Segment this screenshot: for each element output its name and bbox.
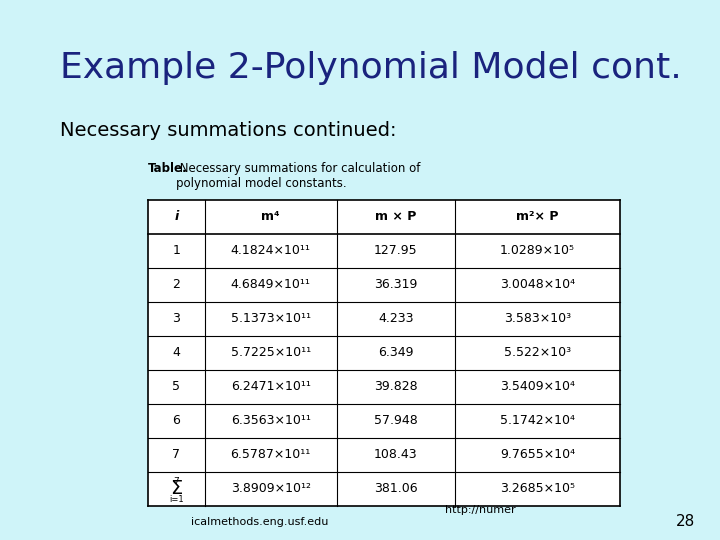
Text: Necessary summations for calculation of
polynomial model constants.: Necessary summations for calculation of … [176, 162, 420, 190]
Text: 6.2471×10¹¹: 6.2471×10¹¹ [231, 381, 310, 394]
Text: Σ: Σ [170, 480, 182, 498]
Text: 6.5787×10¹¹: 6.5787×10¹¹ [230, 449, 311, 462]
Text: 3.2685×10⁵: 3.2685×10⁵ [500, 483, 575, 496]
Text: 4.1824×10¹¹: 4.1824×10¹¹ [231, 245, 310, 258]
Text: 1.0289×10⁵: 1.0289×10⁵ [500, 245, 575, 258]
Text: m⁴: m⁴ [261, 211, 280, 224]
Text: 4.6849×10¹¹: 4.6849×10¹¹ [231, 279, 310, 292]
Text: 1: 1 [172, 245, 180, 258]
Text: icalmethods.eng.usf.edu: icalmethods.eng.usf.edu [192, 517, 329, 527]
Text: Table.: Table. [148, 162, 188, 175]
Text: 3: 3 [172, 313, 180, 326]
Text: Necessary summations continued:: Necessary summations continued: [60, 120, 397, 139]
Text: 5.1373×10¹¹: 5.1373×10¹¹ [230, 313, 311, 326]
Text: 3.583×10³: 3.583×10³ [504, 313, 571, 326]
Text: 57.948: 57.948 [374, 415, 418, 428]
Text: 5: 5 [172, 381, 180, 394]
Text: 6.349: 6.349 [378, 347, 413, 360]
Text: 6.3563×10¹¹: 6.3563×10¹¹ [231, 415, 310, 428]
Text: 5.7225×10¹¹: 5.7225×10¹¹ [230, 347, 311, 360]
Text: 4: 4 [172, 347, 180, 360]
Text: 9.7655×10⁴: 9.7655×10⁴ [500, 449, 575, 462]
Text: 3.5409×10⁴: 3.5409×10⁴ [500, 381, 575, 394]
Text: i=1: i=1 [169, 495, 184, 503]
Text: 108.43: 108.43 [374, 449, 418, 462]
Text: m²× P: m²× P [516, 211, 559, 224]
Text: http://numer: http://numer [445, 505, 516, 515]
Bar [148, 200, 620, 506]
Text: 28: 28 [676, 515, 695, 530]
Text: 127.95: 127.95 [374, 245, 418, 258]
Text: 4.233: 4.233 [378, 313, 413, 326]
Text: 5.1742×10⁴: 5.1742×10⁴ [500, 415, 575, 428]
Text: 36.319: 36.319 [374, 279, 418, 292]
Text: m × P: m × P [375, 211, 416, 224]
Text: 3.8909×10¹²: 3.8909×10¹² [230, 483, 311, 496]
Text: Example 2-Polynomial Model cont.: Example 2-Polynomial Model cont. [60, 51, 682, 85]
Text: 5.522×10³: 5.522×10³ [504, 347, 571, 360]
Text: 381.06: 381.06 [374, 483, 418, 496]
Text: 39.828: 39.828 [374, 381, 418, 394]
Text: 3.0048×10⁴: 3.0048×10⁴ [500, 279, 575, 292]
Text: 7: 7 [172, 449, 180, 462]
Text: 7: 7 [174, 476, 179, 485]
Text: 6: 6 [172, 415, 180, 428]
Text: i: i [174, 211, 179, 224]
Text: 2: 2 [172, 279, 180, 292]
